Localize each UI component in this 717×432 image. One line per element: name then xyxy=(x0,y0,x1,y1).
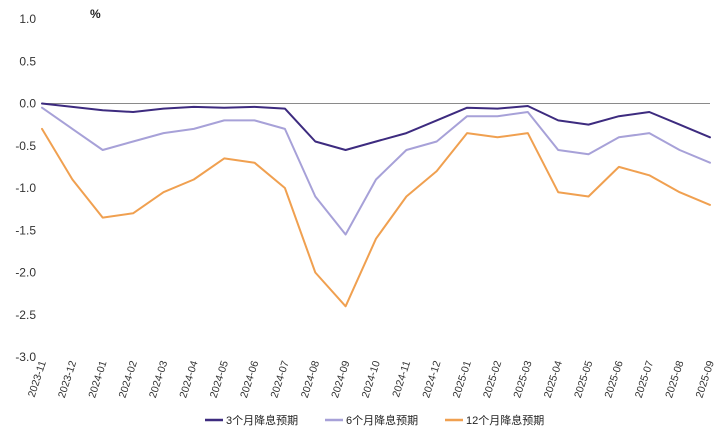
x-tick-label: 2024-03 xyxy=(147,359,170,400)
series-line-2 xyxy=(41,106,711,236)
y-tick-label: -1.0 xyxy=(15,181,36,195)
x-tick-label: 2025-03 xyxy=(511,359,534,400)
x-tick-label: 2025-01 xyxy=(451,359,474,400)
legend-label: 12个月降息预期 xyxy=(466,413,544,427)
x-tick-label: 2024-04 xyxy=(177,359,200,400)
y-tick-label: 0.0 xyxy=(19,97,36,111)
x-tick-label: 2025-05 xyxy=(572,359,595,400)
y-tick-label: -2.5 xyxy=(15,308,36,322)
x-tick-label: 2024-06 xyxy=(238,359,261,400)
x-tick-label: 2023-11 xyxy=(26,359,49,399)
y-tick-label: -1.5 xyxy=(15,223,36,237)
x-tick-label: 2024-01 xyxy=(86,359,109,400)
x-tick-label: 2025-07 xyxy=(633,359,656,400)
x-axis-ticks: 2023-11 2023-12 2024-01 2024-02 2024-03 2024-… xyxy=(26,359,717,400)
x-tick-label: 2024-09 xyxy=(329,359,352,400)
y-unit-label: % xyxy=(90,7,101,21)
x-tick-label: 2025-06 xyxy=(602,359,625,400)
y-tick-label: 1.0 xyxy=(19,12,36,26)
x-tick-label: 2023-12 xyxy=(56,359,79,400)
y-tick-label: -0.5 xyxy=(15,139,36,153)
x-tick-label: 2025-02 xyxy=(481,359,504,400)
x-tick-label: 2024-10 xyxy=(360,359,383,400)
series-line-3 xyxy=(41,127,711,308)
x-tick-label: 2025-08 xyxy=(663,359,686,400)
series-line-1 xyxy=(41,102,711,151)
legend: 3个月降息预期 6个月降息预期 12个月降息预期 xyxy=(205,413,544,427)
x-tick-label: 2025-09 xyxy=(694,359,717,400)
x-tick-label: 2024-08 xyxy=(299,359,322,400)
x-tick-label: 2024-07 xyxy=(268,359,291,400)
y-tick-label: -3.0 xyxy=(15,350,36,364)
y-axis-ticks: 1.0 0.5 0.0 -0.5 -1.0 -1.5 -2.0 -2.5 -3.0 xyxy=(15,12,36,364)
x-tick-label: 2024-05 xyxy=(208,359,231,400)
legend-label: 6个月降息预期 xyxy=(346,413,418,427)
x-tick-label: 2024-11 xyxy=(390,359,413,399)
x-tick-label: 2025-04 xyxy=(542,359,565,400)
x-tick-label: 2024-02 xyxy=(117,359,140,400)
x-tick-label: 2024-12 xyxy=(420,359,443,400)
series-lines xyxy=(41,102,711,308)
y-tick-label: 0.5 xyxy=(19,54,36,68)
y-tick-label: -2.0 xyxy=(15,266,36,280)
legend-label: 3个月降息预期 xyxy=(226,413,298,427)
